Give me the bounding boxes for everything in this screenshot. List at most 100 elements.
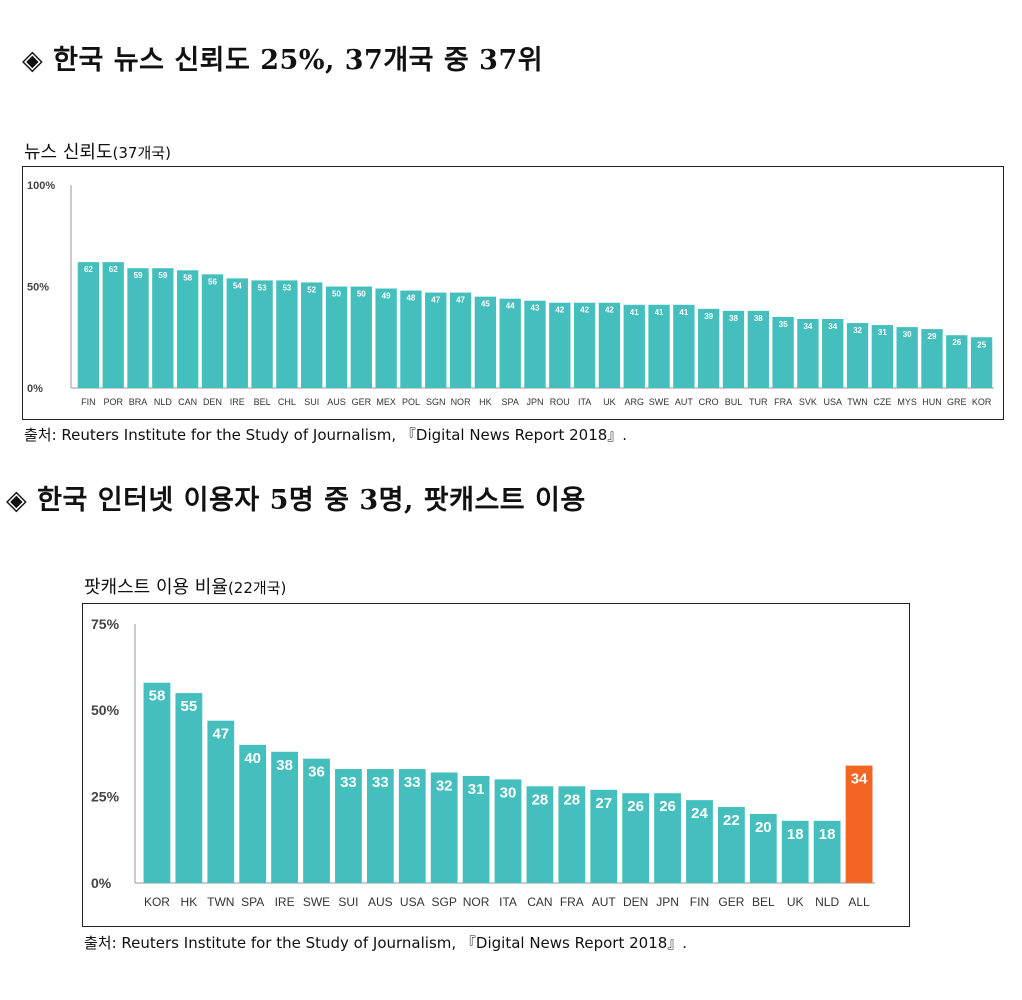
data-label-ire: 54	[233, 281, 242, 290]
chart2-title: 팟캐스트 이용 비율(22개국)	[84, 573, 286, 599]
data-label-bel: 53	[258, 283, 267, 292]
bar-nld	[813, 820, 841, 883]
data-label-jpn: 43	[531, 304, 540, 313]
data-label-kor: 58	[149, 688, 166, 705]
data-label-nld: 18	[819, 826, 836, 843]
data-label-sui: 52	[307, 285, 316, 294]
data-label-gre: 26	[952, 338, 961, 347]
data-label-hun: 29	[928, 332, 937, 341]
x-tick-label-den: DEN	[203, 397, 222, 407]
bar-usa	[822, 318, 844, 388]
x-tick-label-kor: KOR	[144, 895, 170, 909]
x-tick-label-twn: TWN	[847, 397, 868, 407]
bar-uk	[781, 820, 809, 883]
bar-ita	[573, 302, 596, 388]
bar-den	[622, 793, 650, 883]
data-label-rou: 42	[555, 306, 564, 315]
y-tick-label: 0%	[27, 383, 43, 395]
y-tick-label: 0%	[91, 875, 112, 891]
bar-can	[176, 270, 199, 388]
bar-spa	[499, 298, 521, 388]
bar-fra	[558, 786, 586, 883]
chart1-title: 뉴스 신뢰도(37개국)	[24, 138, 171, 164]
podcast-chart: 75% 50% 25% 0% 58 KOR 55 HK 47 TWN 40 SPA 38 IRE 36 SWE…	[82, 603, 910, 927]
x-tick-label-swe: SWE	[649, 397, 670, 407]
x-tick-label-mys: MYS	[897, 397, 917, 407]
bar-tur	[747, 310, 769, 388]
bar-ita	[494, 779, 522, 883]
x-tick-label-gre: GRE	[947, 397, 967, 407]
data-label-sgn: 47	[431, 296, 440, 305]
data-label-arg: 41	[630, 308, 639, 317]
bar-swe	[303, 758, 330, 883]
data-label-ger: 50	[357, 290, 366, 299]
data-label-spa: 40	[244, 750, 261, 767]
data-label-spa: 44	[506, 302, 515, 311]
x-tick-label-uk: UK	[787, 895, 804, 909]
bar-ire	[271, 751, 299, 883]
data-label-hk: 45	[481, 300, 490, 309]
bar-jpn	[524, 300, 546, 388]
bar-hk	[175, 693, 203, 883]
trust-chart: 100% 50% 0% 62 FIN 62 POR 59 BRA 59 NLD 58 CAN 56 DEN 5…	[22, 166, 1004, 420]
bar-usa	[398, 769, 426, 883]
data-label-sgp: 32	[436, 777, 453, 794]
data-label-nor: 47	[456, 296, 465, 305]
x-tick-label-fra: FRA	[560, 895, 584, 909]
y-tick-label: 100%	[27, 180, 55, 192]
bar-bel	[251, 280, 273, 388]
bar-arg	[623, 304, 645, 388]
x-tick-label-nor: NOR	[451, 397, 472, 407]
x-tick-label-spa: SPA	[502, 397, 519, 407]
x-tick-label-aus: AUS	[368, 895, 393, 909]
bar-cze	[871, 325, 894, 388]
chart1-title-note: (37개국)	[112, 144, 171, 162]
x-tick-label-arg: ARG	[624, 397, 644, 407]
x-tick-label-mex: MEX	[376, 397, 396, 407]
x-tick-label-bra: BRA	[129, 397, 148, 407]
x-tick-label-chl: CHL	[278, 397, 296, 407]
trust-chart-svg: 100% 50% 0% 62 FIN 62 POR 59 BRA 59 NLD 58 CAN 56 DEN 5…	[27, 180, 994, 407]
x-tick-label-jpn: JPN	[656, 895, 679, 909]
bar-nor	[462, 775, 490, 883]
x-tick-label-usa: USA	[823, 397, 842, 407]
x-tick-label-uk: UK	[603, 397, 616, 407]
data-label-uk: 42	[605, 306, 614, 315]
bar-kor	[970, 337, 993, 388]
data-label-can: 28	[532, 791, 549, 808]
x-tick-label-tur: TUR	[749, 397, 768, 407]
bar-rou	[549, 302, 571, 388]
x-tick-label-jpn: JPN	[526, 397, 543, 407]
data-label-aut: 41	[679, 308, 688, 317]
data-label-all: 34	[851, 771, 868, 788]
x-tick-label-twn: TWN	[207, 895, 234, 909]
bar-uk	[598, 302, 621, 388]
bar-pol	[400, 290, 422, 388]
bar-gre	[946, 335, 968, 388]
x-tick-label-fra: FRA	[774, 397, 792, 407]
data-label-nor: 31	[468, 781, 485, 798]
x-tick-label-usa: USA	[400, 895, 425, 909]
x-tick-label-sui: SUI	[338, 895, 358, 909]
bar-svk	[797, 318, 819, 388]
data-label-den: 26	[627, 798, 644, 815]
y-tick-label: 50%	[91, 702, 120, 718]
bar-aut	[590, 789, 618, 883]
data-label-mys: 30	[903, 330, 912, 339]
x-tick-label-den: DEN	[623, 895, 648, 909]
x-tick-label-ita: ITA	[578, 397, 591, 407]
data-label-bel: 20	[755, 819, 772, 836]
data-label-aus: 33	[372, 774, 389, 791]
x-tick-label-hk: HK	[479, 397, 492, 407]
bar-aut	[673, 304, 695, 388]
x-tick-label-kor: KOR	[972, 397, 992, 407]
bar-twn	[846, 323, 869, 388]
x-tick-label-spa: SPA	[241, 895, 264, 909]
bar-swe	[648, 304, 670, 388]
y-tick-label: 25%	[91, 789, 120, 805]
x-tick-label-hun: HUN	[922, 397, 942, 407]
x-tick-label-can: CAN	[178, 397, 197, 407]
data-label-tur: 38	[754, 314, 763, 323]
x-tick-label-hk: HK	[181, 895, 198, 909]
data-label-usa: 34	[828, 322, 837, 331]
